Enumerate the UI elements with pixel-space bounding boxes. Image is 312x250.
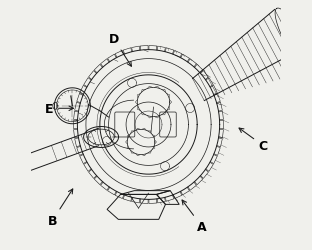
Text: C: C bbox=[239, 128, 268, 152]
Text: A: A bbox=[182, 200, 207, 234]
Text: D: D bbox=[109, 33, 131, 67]
Text: B: B bbox=[48, 189, 73, 227]
Text: E: E bbox=[44, 102, 73, 115]
